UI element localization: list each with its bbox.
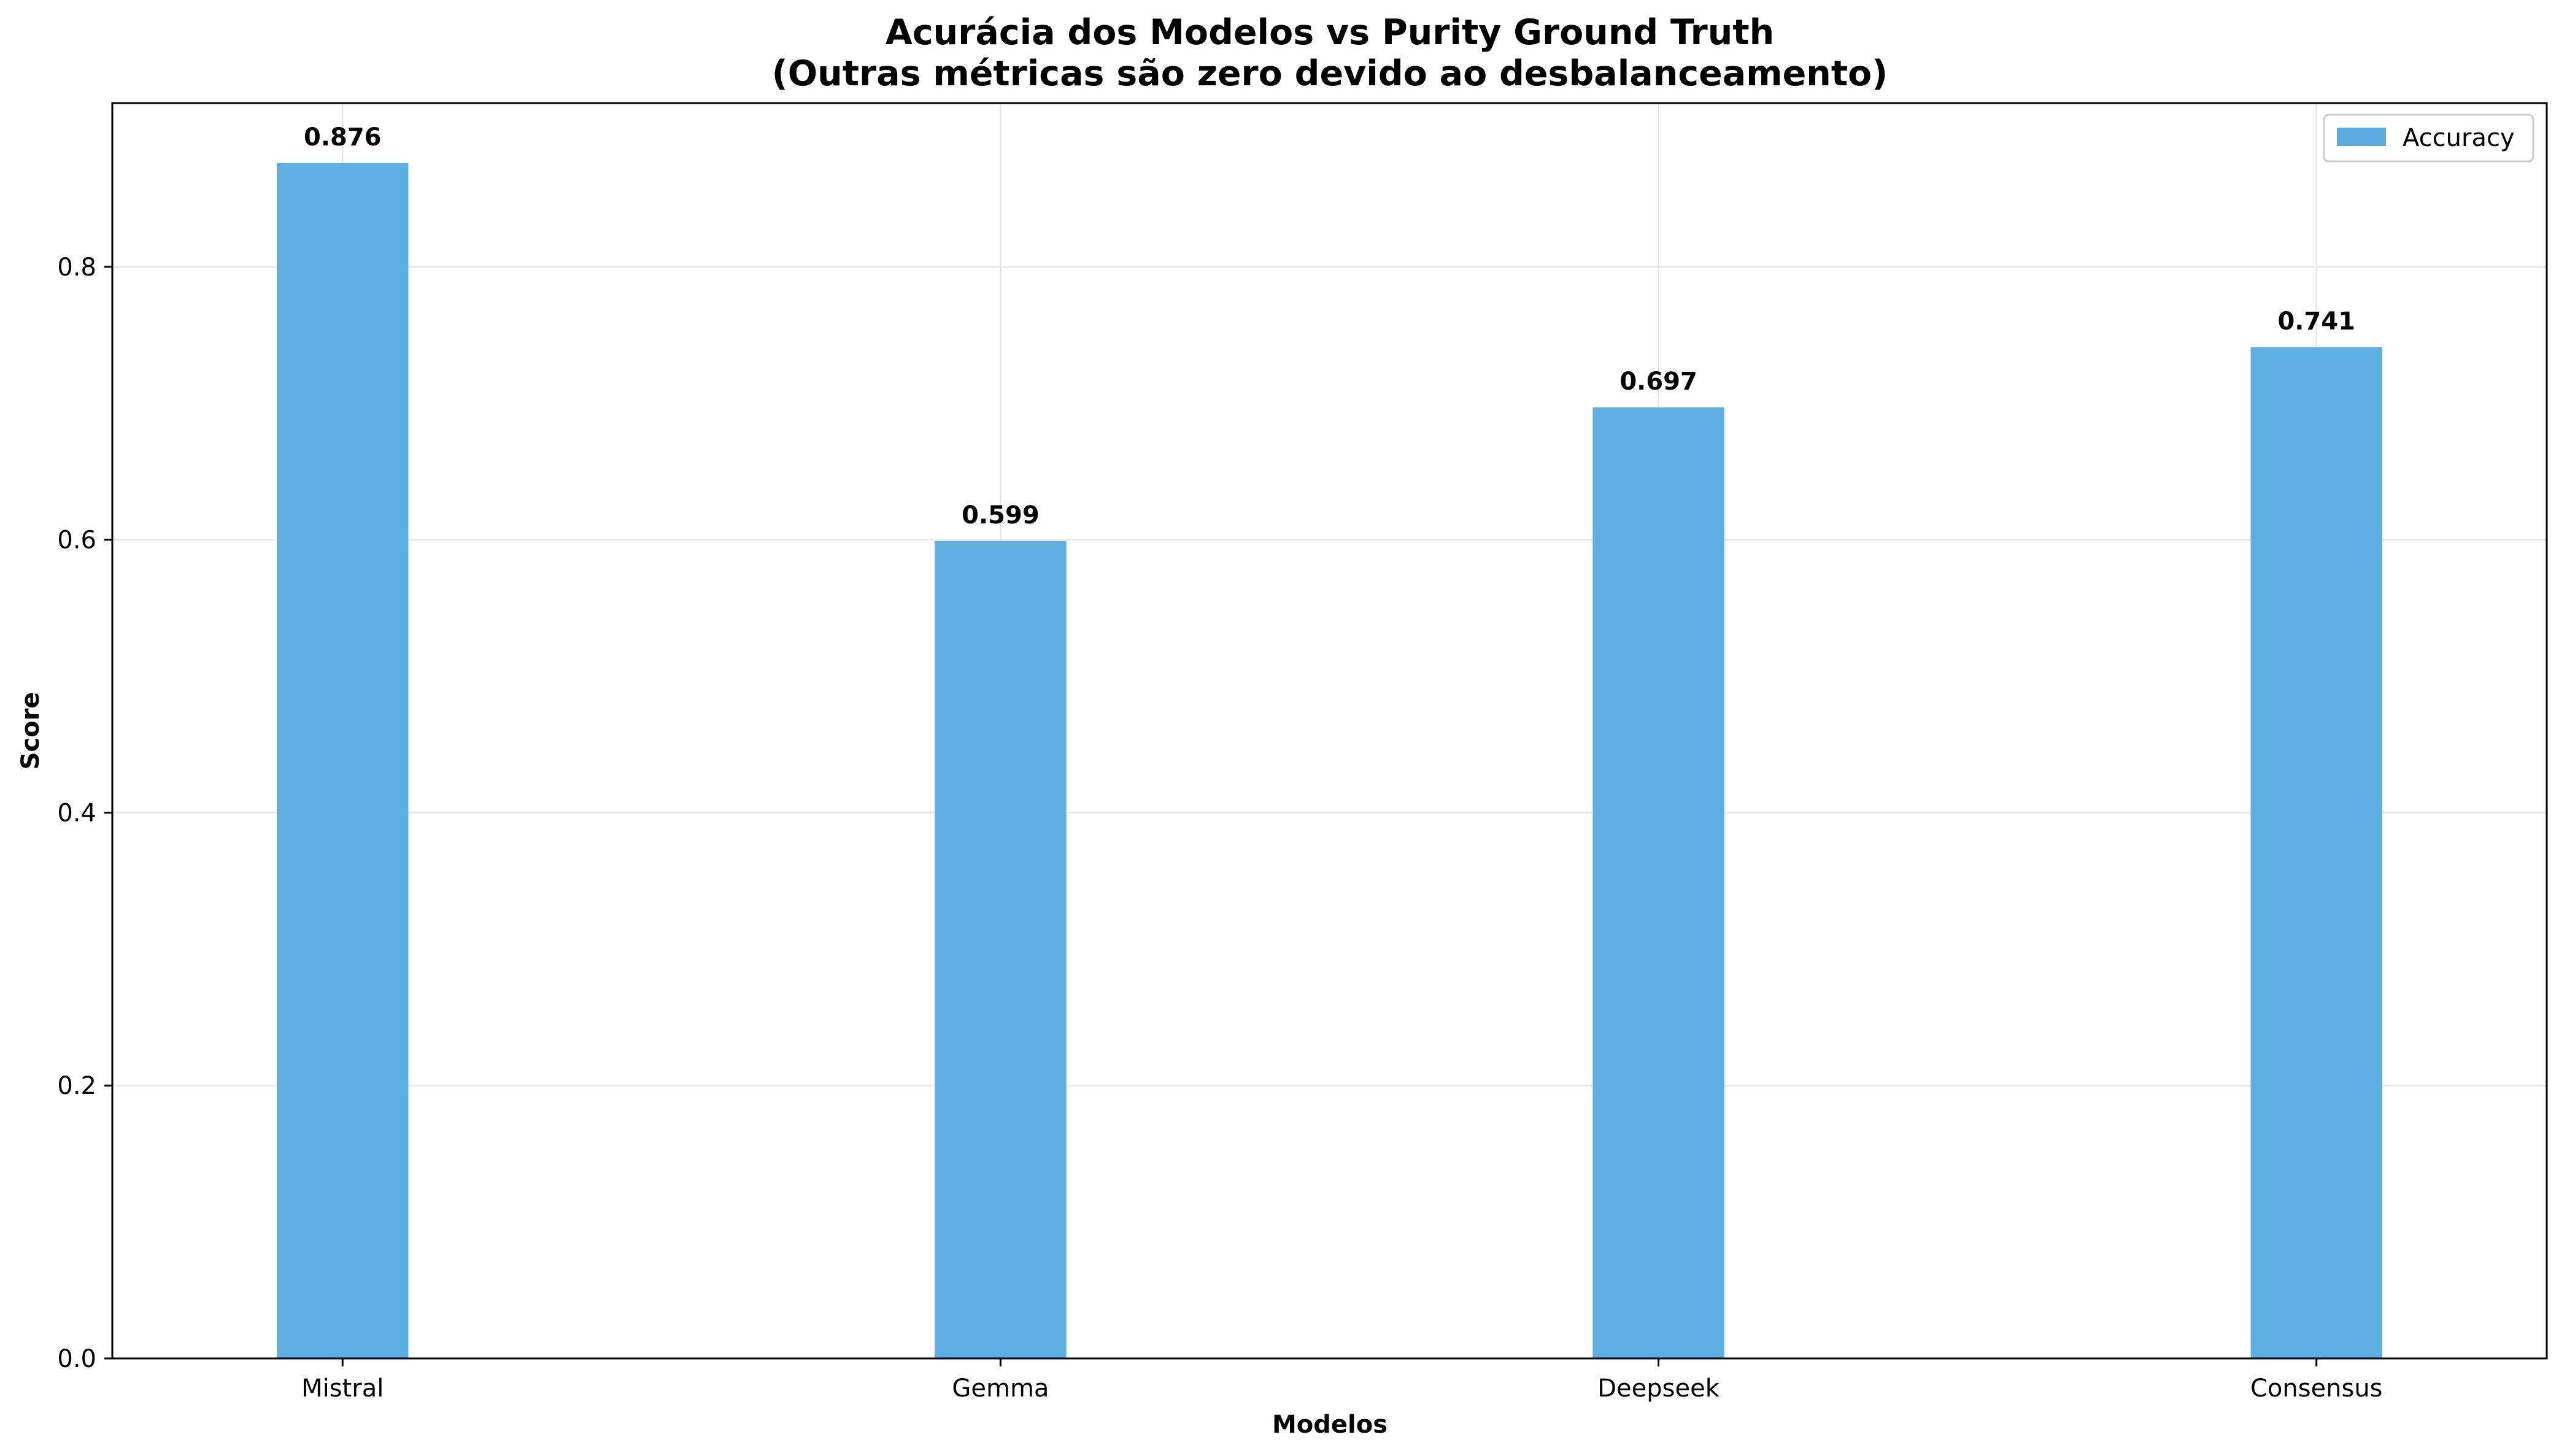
- y-tick-label: 0.0: [57, 1345, 96, 1373]
- x-axis-label: Modelos: [1272, 1411, 1388, 1439]
- y-axis-ticks: 0.0 0.2 0.4 0.6 0.8: [57, 253, 112, 1373]
- y-tick-label: 0.4: [57, 799, 96, 827]
- chart-title-line-1: Acurácia dos Modelos vs Purity Ground Tr…: [886, 12, 1774, 53]
- legend: Accuracy: [2323, 114, 2534, 163]
- bar-gemma: [935, 541, 1067, 1358]
- x-tick-label-mistral: Mistral: [301, 1374, 384, 1403]
- bar-value-label: 0.697: [1619, 368, 1697, 396]
- x-tick-label-consensus: Consensus: [2250, 1374, 2383, 1403]
- bars: [277, 163, 2382, 1358]
- bar-consensus: [2250, 347, 2382, 1358]
- x-axis-ticks: Mistral Gemma Deepseek Consensus: [301, 1358, 2383, 1403]
- plot-area-frame: [111, 102, 2548, 1360]
- legend-frame: [2323, 114, 2534, 163]
- bar-value-label: 0.599: [962, 501, 1040, 530]
- bar-deepseek: [1592, 407, 1724, 1358]
- bar-value-labels: 0.876 0.599 0.697 0.741: [304, 123, 2355, 530]
- y-tick-label: 0.2: [57, 1072, 96, 1100]
- y-tick-label: 0.8: [57, 253, 96, 282]
- x-tick-label-gemma: Gemma: [952, 1374, 1049, 1403]
- y-axis-label: Score: [17, 692, 45, 770]
- y-tick-label: 0.6: [57, 526, 96, 555]
- legend-swatch-accuracy: [2337, 128, 2386, 146]
- chart-title-line-2: (Outras métricas são zero devido ao desb…: [772, 53, 1888, 94]
- x-tick-label-deepseek: Deepseek: [1597, 1374, 1720, 1403]
- bar-mistral: [277, 163, 409, 1358]
- bar-value-label: 0.741: [2277, 307, 2355, 336]
- bar-value-label: 0.876: [304, 123, 382, 152]
- legend-label-accuracy: Accuracy: [2403, 124, 2515, 152]
